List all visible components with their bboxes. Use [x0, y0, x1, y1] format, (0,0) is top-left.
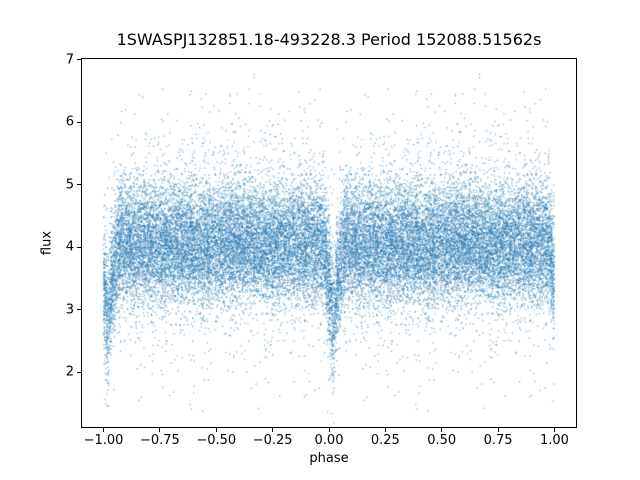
- y-tick-label: 5: [65, 177, 74, 193]
- x-tick-mark: [441, 428, 443, 432]
- x-axis-label: phase: [309, 451, 349, 466]
- x-tick-label: 0.50: [427, 433, 457, 448]
- x-tick-mark: [103, 428, 105, 432]
- x-tick-label: 0.00: [314, 433, 344, 448]
- x-tick-label: 0.25: [370, 433, 400, 448]
- y-axis-label: flux: [39, 230, 55, 256]
- x-tick-label: −0.50: [196, 433, 237, 448]
- y-tick-mark: [77, 309, 81, 311]
- y-tick-mark: [77, 121, 81, 123]
- y-tick-label: 6: [65, 114, 74, 130]
- y-tick-label: 3: [65, 302, 74, 318]
- y-tick-label: 2: [65, 364, 74, 380]
- x-tick-label: −1.00: [83, 433, 124, 448]
- x-tick-mark: [159, 428, 161, 432]
- x-tick-label: −0.75: [139, 433, 180, 448]
- x-tick-label: 0.75: [483, 433, 513, 448]
- y-tick-label: 7: [65, 52, 74, 68]
- y-tick-mark: [77, 184, 81, 186]
- x-tick-label: 1.00: [539, 433, 569, 448]
- x-tick-mark: [384, 428, 386, 432]
- x-tick-mark: [497, 428, 499, 432]
- y-tick-label: 4: [65, 239, 74, 255]
- x-tick-label: −0.25: [252, 433, 293, 448]
- x-tick-mark: [553, 428, 555, 432]
- x-tick-mark: [215, 428, 217, 432]
- y-tick-mark: [77, 371, 81, 373]
- plot-frame: [81, 58, 577, 428]
- x-tick-mark: [328, 428, 330, 432]
- y-tick-mark: [77, 246, 81, 248]
- chart-title: 1SWASPJ132851.18-493228.3 Period 152088.…: [116, 30, 542, 49]
- y-tick-mark: [77, 59, 81, 61]
- x-tick-mark: [272, 428, 274, 432]
